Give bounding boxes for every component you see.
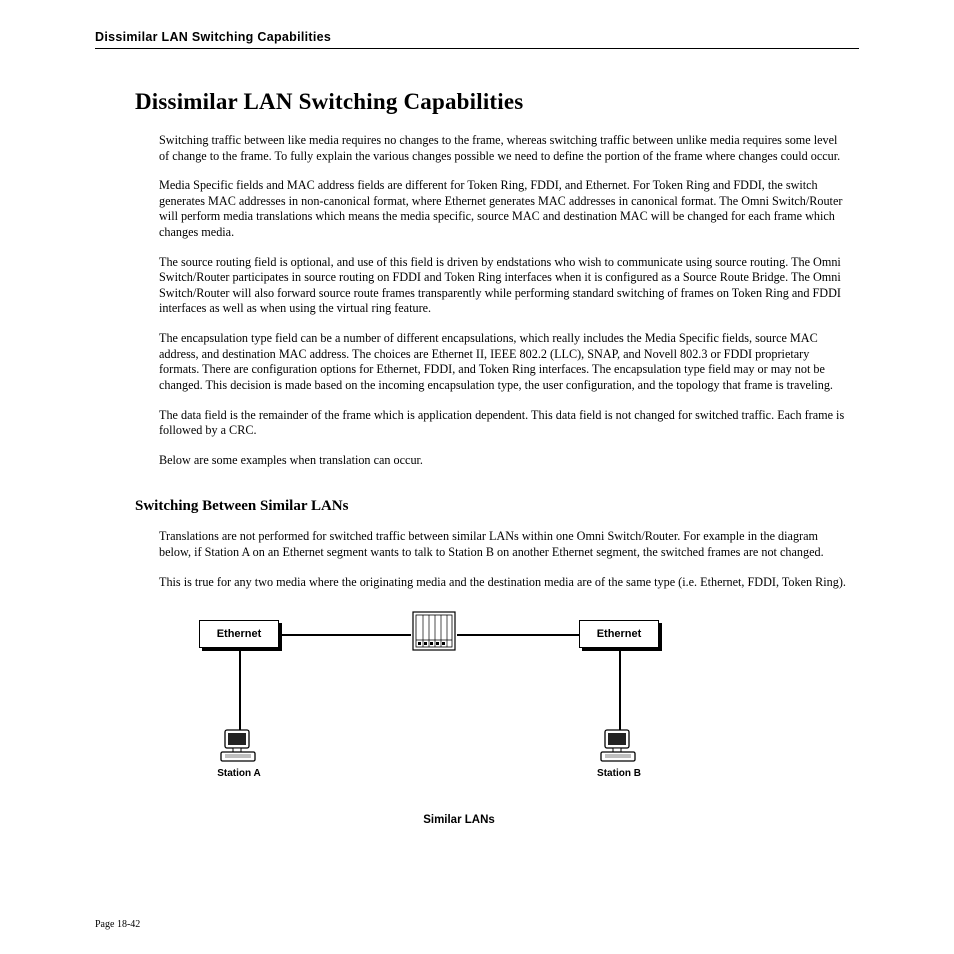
body-paragraph: This is true for any two media where the… [159, 575, 849, 591]
station-b-icon [599, 728, 639, 764]
similar-lans-diagram: Ethernet Ethernet Station A [159, 620, 759, 800]
station-a-label: Station A [209, 768, 269, 779]
running-header: Dissimilar LAN Switching Capabilities [95, 30, 859, 44]
connector-line [239, 650, 241, 730]
body-paragraph: The source routing field is optional, an… [159, 255, 849, 317]
station-a-icon [219, 728, 259, 764]
page-title: Dissimilar LAN Switching Capabilities [135, 89, 859, 115]
body-paragraph: Media Specific fields and MAC address fi… [159, 178, 849, 240]
switch-router-icon [411, 610, 457, 654]
diagram-caption: Similar LANs [159, 814, 759, 826]
ethernet-box-left: Ethernet [199, 620, 279, 648]
body-paragraph: The encapsulation type field can be a nu… [159, 331, 849, 393]
ethernet-box-right: Ethernet [579, 620, 659, 648]
ethernet-label: Ethernet [217, 628, 262, 640]
body-paragraph: Translations are not performed for switc… [159, 529, 849, 560]
page-number: Page 18-42 [95, 919, 140, 930]
body-paragraph: Below are some examples when translation… [159, 453, 849, 469]
ethernet-label: Ethernet [597, 628, 642, 640]
body-paragraph: Switching traffic between like media req… [159, 133, 849, 164]
station-b-label: Station B [589, 768, 649, 779]
subsection-title: Switching Between Similar LANs [135, 498, 859, 515]
connector-line [281, 634, 411, 636]
connector-line [619, 650, 621, 730]
connector-line [457, 634, 579, 636]
body-paragraph: The data field is the remainder of the f… [159, 408, 849, 439]
